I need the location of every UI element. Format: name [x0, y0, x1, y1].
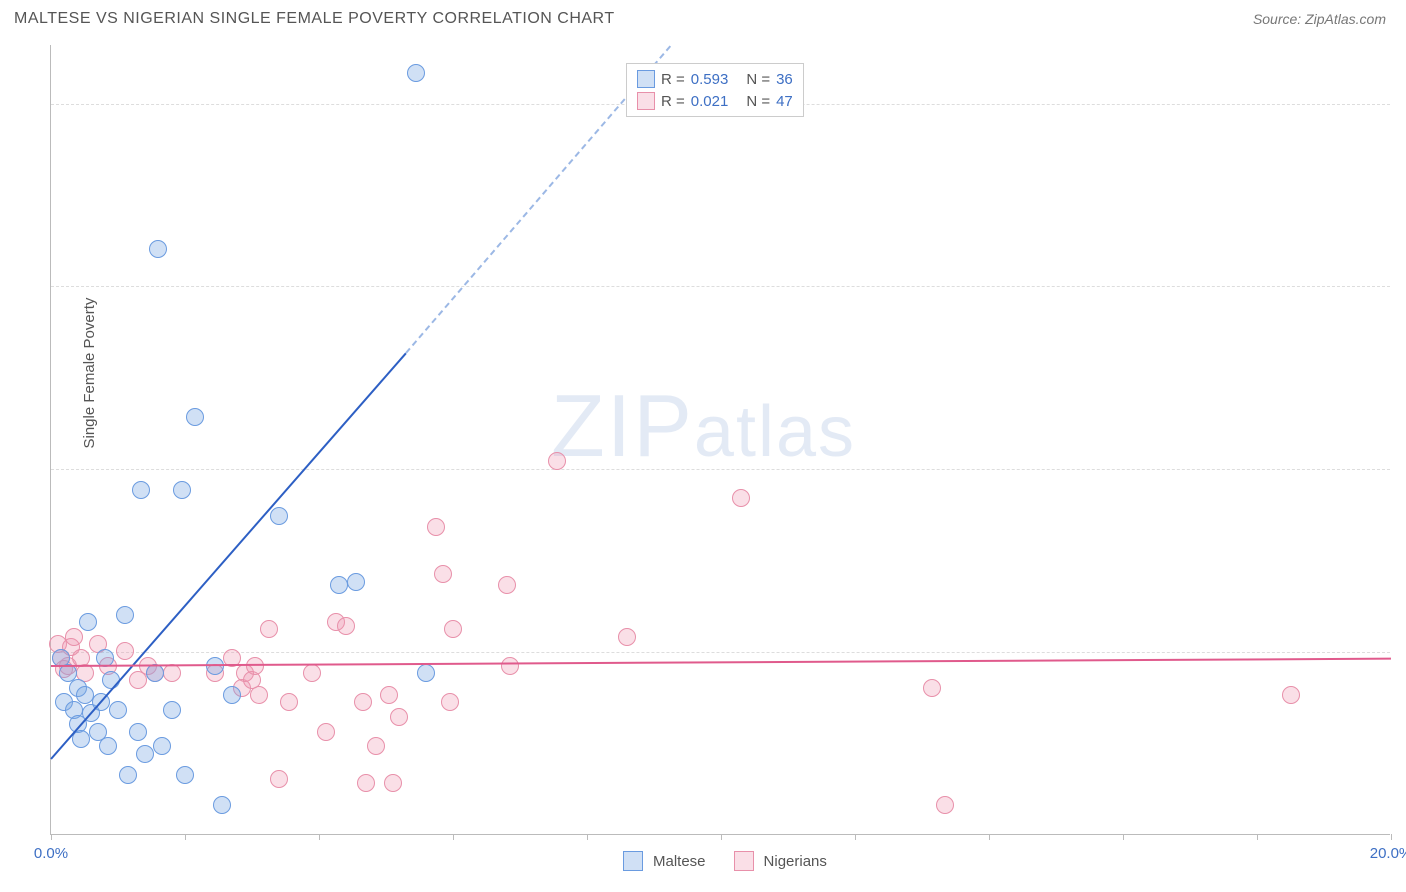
chart-title: MALTESE VS NIGERIAN SINGLE FEMALE POVERT… [14, 10, 615, 28]
x-tick [855, 834, 856, 840]
scatter-point-maltese [417, 664, 435, 682]
scatter-point-nigerians [280, 693, 298, 711]
legend-swatch-icon [637, 70, 655, 88]
gridline-h [51, 469, 1390, 470]
scatter-point-nigerians [384, 774, 402, 792]
y-tick-label: 75.0% [1400, 278, 1406, 295]
legend-n-label: N = [746, 93, 770, 110]
scatter-point-maltese [136, 745, 154, 763]
scatter-point-maltese [213, 796, 231, 814]
legend-swatch-icon [623, 851, 643, 871]
scatter-point-nigerians [618, 628, 636, 646]
series-legend: Maltese Nigerians [623, 851, 845, 871]
scatter-point-maltese [163, 701, 181, 719]
scatter-point-maltese [153, 737, 171, 755]
correlation-legend-row: R = 0.593 N = 36 [637, 68, 793, 90]
x-tick [1123, 834, 1124, 840]
plot-area: ZIPatlas 25.0%50.0%75.0%100.0%0.0%20.0% … [50, 45, 1390, 835]
scatter-point-nigerians [303, 664, 321, 682]
x-tick [989, 834, 990, 840]
scatter-point-nigerians [498, 576, 516, 594]
scatter-point-nigerians [441, 693, 459, 711]
x-tick-label: 20.0% [1370, 845, 1406, 862]
scatter-point-nigerians [434, 565, 452, 583]
legend-n-value: 47 [776, 93, 793, 110]
x-tick-label: 0.0% [34, 845, 68, 862]
chart-source: Source: ZipAtlas.com [1253, 11, 1386, 27]
scatter-point-maltese [99, 737, 117, 755]
x-tick [319, 834, 320, 840]
scatter-point-nigerians [548, 452, 566, 470]
chart-header: MALTESE VS NIGERIAN SINGLE FEMALE POVERT… [0, 0, 1406, 34]
scatter-point-nigerians [923, 679, 941, 697]
scatter-point-maltese [129, 723, 147, 741]
scatter-point-nigerians [732, 489, 750, 507]
legend-swatch-icon [734, 851, 754, 871]
scatter-point-nigerians [380, 686, 398, 704]
watermark: ZIPatlas [551, 375, 856, 477]
scatter-point-nigerians [390, 708, 408, 726]
correlation-legend: R = 0.593 N = 36 R = 0.021 N = 47 [626, 63, 804, 117]
scatter-point-nigerians [501, 657, 519, 675]
y-tick-label: 50.0% [1400, 461, 1406, 478]
x-tick [587, 834, 588, 840]
chart-container: Single Female Poverty ZIPatlas 25.0%50.0… [50, 45, 1390, 835]
scatter-point-maltese [109, 701, 127, 719]
legend-r-value: 0.593 [691, 71, 729, 88]
scatter-point-maltese [407, 64, 425, 82]
scatter-point-maltese [79, 613, 97, 631]
scatter-point-maltese [347, 573, 365, 591]
scatter-point-maltese [116, 606, 134, 624]
scatter-point-nigerians [936, 796, 954, 814]
scatter-point-nigerians [367, 737, 385, 755]
scatter-point-nigerians [337, 617, 355, 635]
scatter-point-nigerians [444, 620, 462, 638]
x-tick [185, 834, 186, 840]
scatter-point-maltese [146, 664, 164, 682]
scatter-point-maltese [330, 576, 348, 594]
legend-swatch-icon [637, 92, 655, 110]
x-tick [453, 834, 454, 840]
legend-r-value: 0.021 [691, 93, 729, 110]
legend-r-label: R = [661, 93, 685, 110]
legend-r-label: R = [661, 71, 685, 88]
scatter-point-maltese [270, 507, 288, 525]
legend-n-value: 36 [776, 71, 793, 88]
scatter-point-nigerians [65, 628, 83, 646]
legend-n-label: N = [746, 71, 770, 88]
scatter-point-maltese [173, 481, 191, 499]
scatter-point-maltese [76, 686, 94, 704]
legend-series-label: Maltese [653, 853, 706, 870]
gridline-h [51, 652, 1390, 653]
scatter-point-nigerians [250, 686, 268, 704]
y-tick-label: 100.0% [1400, 95, 1406, 112]
scatter-point-maltese [119, 766, 137, 784]
scatter-point-nigerians [427, 518, 445, 536]
scatter-point-nigerians [260, 620, 278, 638]
y-tick-label: 25.0% [1400, 644, 1406, 661]
legend-series-label: Nigerians [764, 853, 827, 870]
x-tick [721, 834, 722, 840]
scatter-point-maltese [186, 408, 204, 426]
x-tick [1391, 834, 1392, 840]
scatter-point-maltese [149, 240, 167, 258]
scatter-point-maltese [223, 686, 241, 704]
x-tick [1257, 834, 1258, 840]
scatter-point-maltese [132, 481, 150, 499]
scatter-point-nigerians [317, 723, 335, 741]
scatter-point-nigerians [116, 642, 134, 660]
gridline-h [51, 286, 1390, 287]
scatter-point-nigerians [270, 770, 288, 788]
x-tick [51, 834, 52, 840]
scatter-point-nigerians [357, 774, 375, 792]
scatter-point-nigerians [163, 664, 181, 682]
correlation-legend-row: R = 0.021 N = 47 [637, 90, 793, 112]
scatter-point-maltese [176, 766, 194, 784]
scatter-point-nigerians [354, 693, 372, 711]
scatter-point-nigerians [1282, 686, 1300, 704]
